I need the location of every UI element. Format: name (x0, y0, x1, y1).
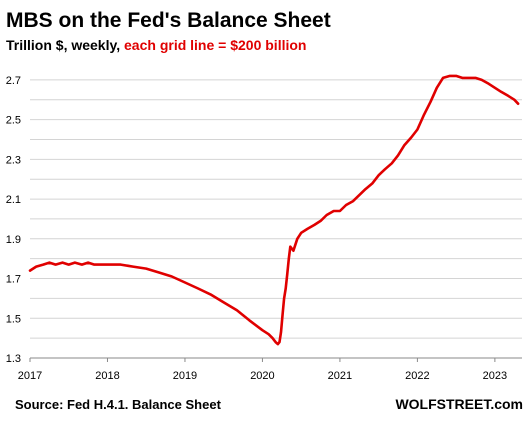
y-tick-label: 2.1 (6, 194, 21, 206)
x-tick-label: 2022 (405, 370, 429, 382)
chart-subtitle-prefix: Trillion $, weekly, (6, 37, 124, 53)
chart-subtitle-highlight: each grid line = $200 billion (124, 37, 306, 53)
y-tick-label: 2.3 (6, 154, 21, 166)
x-tick-label: 2021 (328, 370, 352, 382)
y-tick-label: 2.7 (6, 75, 21, 87)
x-tick-label: 2023 (483, 370, 507, 382)
y-tick-label: 1.5 (6, 313, 21, 325)
y-axis: 1.3 1.5 1.7 1.9 2.1 2.3 2.5 2.7 (6, 75, 21, 365)
chart-title: MBS on the Fed's Balance Sheet (6, 9, 331, 32)
x-axis: 2017 2018 2019 2020 2021 2022 2023 (18, 357, 522, 382)
x-tick-label: 2020 (250, 370, 274, 382)
x-tick-label: 2019 (173, 370, 197, 382)
series-line (28, 74, 520, 346)
brand-label: WOLFSTREET.com (395, 396, 523, 412)
chart-subtitle: Trillion $, weekly, each grid line = $20… (6, 37, 306, 53)
source-note: Source: Fed H.4.1. Balance Sheet (15, 397, 222, 412)
grid-lines (30, 79, 522, 359)
x-tick-label: 2018 (95, 370, 119, 382)
x-tick-label: 2017 (18, 370, 42, 382)
series-group (28, 74, 520, 346)
y-tick-label: 2.5 (6, 115, 21, 127)
y-tick-label: 1.7 (6, 274, 21, 286)
y-tick-label: 1.3 (6, 353, 21, 365)
y-tick-label: 1.9 (6, 234, 21, 246)
